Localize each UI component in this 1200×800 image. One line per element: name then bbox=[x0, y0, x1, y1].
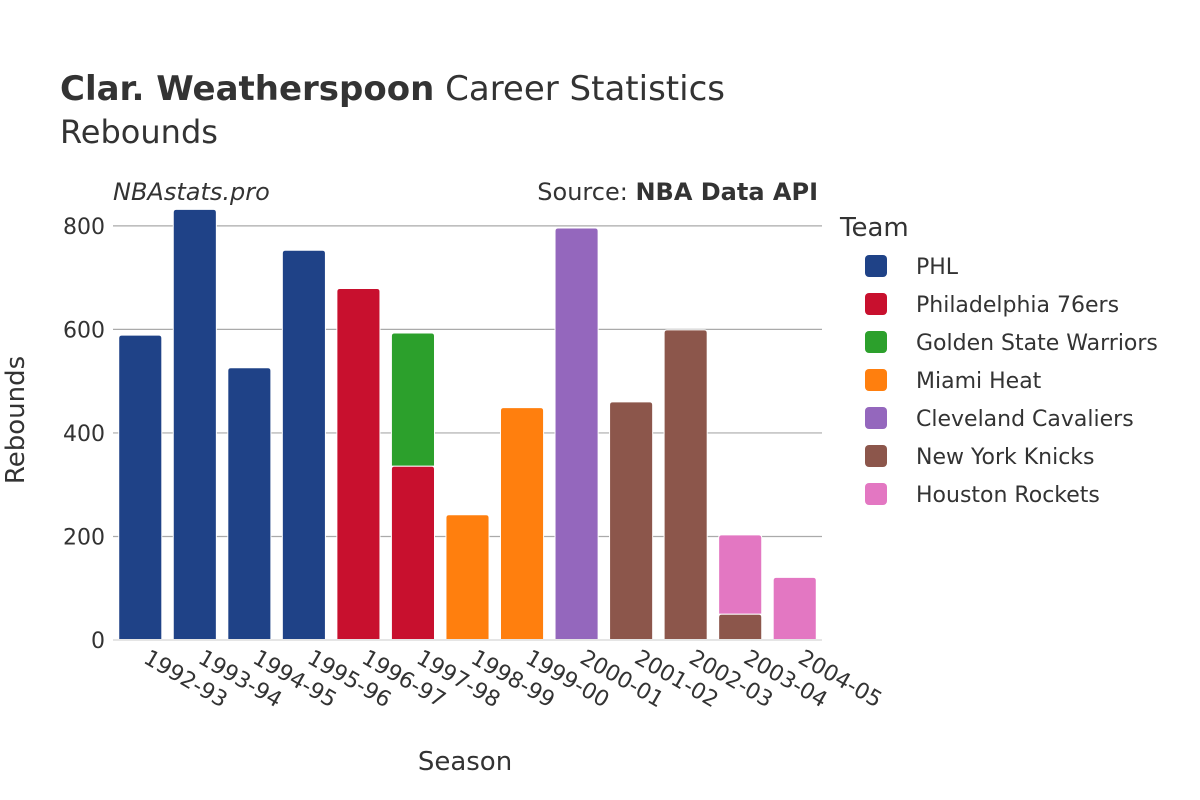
legend-swatch bbox=[865, 293, 887, 315]
source-prefix: Source: bbox=[537, 178, 628, 206]
bar-segment bbox=[718, 534, 763, 615]
bar-segment bbox=[663, 329, 708, 641]
legend-swatch bbox=[865, 483, 887, 505]
legend-entry: PHL bbox=[916, 255, 959, 280]
source-name: NBA Data API bbox=[635, 178, 818, 206]
bar-segment bbox=[172, 208, 217, 641]
bar-segment bbox=[390, 332, 436, 467]
chart-title: Clar. Weatherspoon Career Statistics bbox=[60, 69, 725, 109]
y-tick-label: 800 bbox=[63, 215, 105, 240]
legend-swatch bbox=[865, 407, 887, 429]
legend-title: Team bbox=[839, 213, 909, 243]
legend-swatch bbox=[865, 369, 887, 391]
bar-segment bbox=[554, 227, 599, 641]
bar-segment bbox=[336, 288, 381, 641]
chart-title-player: Clar. Weatherspoon bbox=[60, 69, 434, 109]
legend-entry: Golden State Warriors bbox=[916, 331, 1158, 356]
bar-segment bbox=[772, 576, 817, 641]
source-label: Source: NBA Data API bbox=[537, 178, 818, 206]
legend-swatch bbox=[865, 331, 887, 353]
y-tick-label: 200 bbox=[63, 525, 105, 550]
bar-segment bbox=[499, 407, 545, 641]
legend-entry: Cleveland Cavaliers bbox=[916, 407, 1134, 432]
legend: Team PHL Philadelphia 76ers Golden State W… bbox=[839, 213, 1158, 508]
bars bbox=[118, 208, 817, 641]
bar-segment bbox=[390, 465, 436, 641]
grid-lines bbox=[113, 225, 822, 538]
bar-segment bbox=[718, 613, 763, 641]
y-tick-label: 400 bbox=[63, 422, 105, 447]
bar-segment bbox=[118, 334, 163, 641]
legend-entry: Houston Rockets bbox=[916, 483, 1100, 508]
legend-entry: New York Knicks bbox=[916, 445, 1095, 470]
legend-items: PHL Philadelphia 76ers Golden State Warrio… bbox=[865, 255, 1158, 508]
bar-segment bbox=[609, 401, 654, 641]
x-axis-ticks: 1992-931993-941994-951995-961996-971997-… bbox=[139, 646, 886, 714]
x-axis-title: Season bbox=[418, 747, 512, 777]
chart-title-rest: Career Statistics bbox=[445, 69, 725, 109]
chart-subtitle: Rebounds bbox=[60, 113, 218, 151]
y-tick-label: 0 bbox=[91, 629, 105, 654]
legend-swatch bbox=[865, 255, 887, 277]
y-axis-ticks: 0 200 400 600 800 bbox=[63, 215, 105, 654]
legend-entry: Miami Heat bbox=[916, 369, 1042, 394]
bar-segment bbox=[445, 514, 490, 641]
y-axis-title: Rebounds bbox=[1, 356, 31, 484]
brand-label: NBAstats.pro bbox=[113, 178, 270, 206]
y-tick-label: 600 bbox=[63, 318, 105, 343]
bar-segment bbox=[281, 249, 326, 641]
legend-entry: Philadelphia 76ers bbox=[916, 293, 1119, 318]
bar-segment bbox=[227, 367, 272, 641]
legend-swatch bbox=[865, 445, 887, 467]
